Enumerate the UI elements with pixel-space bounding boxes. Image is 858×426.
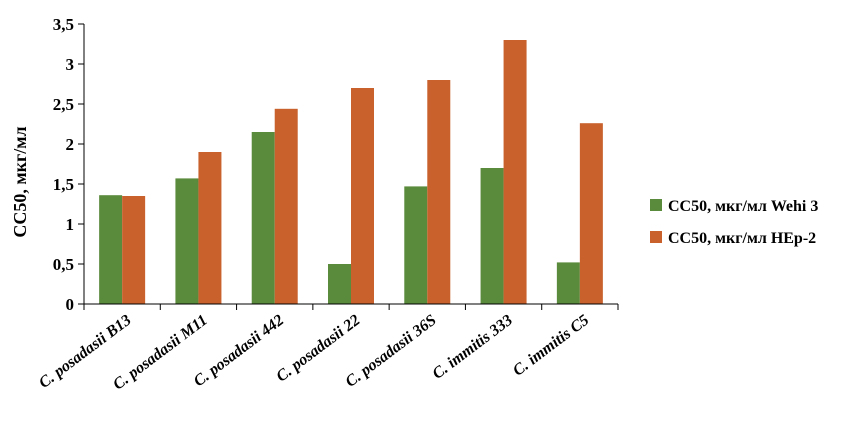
y-tick-label: 2 — [66, 135, 75, 154]
x-category-label: C. immitis C5 — [510, 312, 592, 380]
y-tick-label: 1 — [66, 215, 75, 234]
legend-swatch — [650, 231, 662, 243]
bar-wehi3-4 — [404, 186, 428, 304]
bar-hep2-3 — [351, 88, 374, 304]
y-axis-label: CC50, мкг/мл — [10, 126, 30, 237]
bar-wehi3-0 — [99, 195, 123, 304]
bar-hep2-5 — [503, 40, 527, 304]
bar-wehi3-2 — [251, 132, 275, 304]
bar-wehi3-6 — [556, 262, 580, 304]
legend-swatch — [650, 199, 662, 211]
bar-hep2-2 — [274, 108, 298, 304]
y-tick-label: 1,5 — [53, 175, 74, 194]
y-tick-label: 0 — [66, 295, 75, 314]
legend-label: CC50, мкг/мл Wehi 3 — [668, 198, 818, 215]
legend-label: CC50, мкг/мл HEp-2 — [668, 230, 816, 247]
y-tick-label: 2,5 — [53, 95, 74, 114]
bar-hep2-1 — [198, 152, 222, 304]
bar-wehi3-5 — [480, 168, 504, 304]
y-tick-label: 3,5 — [53, 15, 74, 34]
legend: CC50, мкг/мл Wehi 3 CC50, мкг/мл HEp-2 — [650, 198, 818, 247]
x-category-label: C. immitis 333 — [429, 312, 516, 383]
y-tick-label: 3 — [66, 55, 75, 74]
y-tick-label: 0,5 — [53, 255, 74, 274]
y-axis-ticks: 0 0,5 1 1,5 2 2,5 3 3,5 — [53, 15, 84, 314]
bar-wehi3-1 — [175, 178, 199, 304]
bar-hep2-6 — [579, 123, 603, 304]
bars — [99, 40, 603, 304]
bar-wehi3-3 — [328, 264, 351, 304]
axes — [83, 24, 619, 310]
bar-hep2-0 — [122, 196, 146, 304]
bar-hep2-4 — [427, 80, 451, 304]
